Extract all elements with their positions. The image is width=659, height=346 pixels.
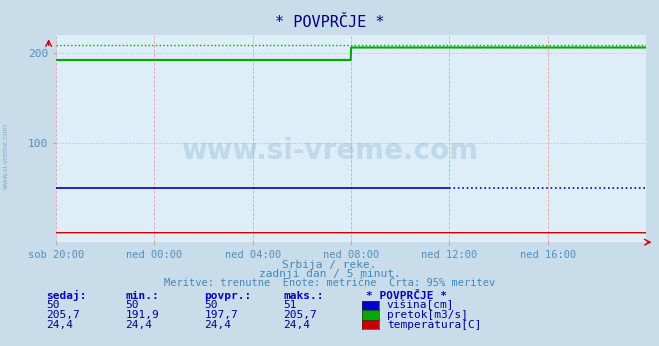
Text: www.si-vreme.com: www.si-vreme.com <box>2 122 9 189</box>
Text: 205,7: 205,7 <box>283 310 317 320</box>
Text: zadnji dan / 5 minut.: zadnji dan / 5 minut. <box>258 269 401 279</box>
Text: maks.:: maks.: <box>283 291 324 301</box>
Text: * POVPRČJE *: * POVPRČJE * <box>275 15 384 30</box>
Text: 51: 51 <box>283 300 297 310</box>
Text: pretok[m3/s]: pretok[m3/s] <box>387 310 468 320</box>
Text: 197,7: 197,7 <box>204 310 238 320</box>
Text: temperatura[C]: temperatura[C] <box>387 320 481 329</box>
Text: Meritve: trenutne  Enote: metrične  Črta: 95% meritev: Meritve: trenutne Enote: metrične Črta: … <box>164 278 495 288</box>
Text: 24,4: 24,4 <box>283 320 310 329</box>
Text: 24,4: 24,4 <box>46 320 73 329</box>
Text: Srbija / reke.: Srbija / reke. <box>282 260 377 270</box>
Text: 50: 50 <box>204 300 217 310</box>
Text: 50: 50 <box>125 300 138 310</box>
Text: www.si-vreme.com: www.si-vreme.com <box>181 137 478 164</box>
Text: višina[cm]: višina[cm] <box>387 300 454 310</box>
Text: min.:: min.: <box>125 291 159 301</box>
Text: * POVPRČJE *: * POVPRČJE * <box>366 291 447 301</box>
Text: 24,4: 24,4 <box>204 320 231 329</box>
Text: 191,9: 191,9 <box>125 310 159 320</box>
Text: sedaj:: sedaj: <box>46 290 86 301</box>
Text: 205,7: 205,7 <box>46 310 80 320</box>
Text: 50: 50 <box>46 300 59 310</box>
Text: 24,4: 24,4 <box>125 320 152 329</box>
Text: povpr.:: povpr.: <box>204 291 252 301</box>
